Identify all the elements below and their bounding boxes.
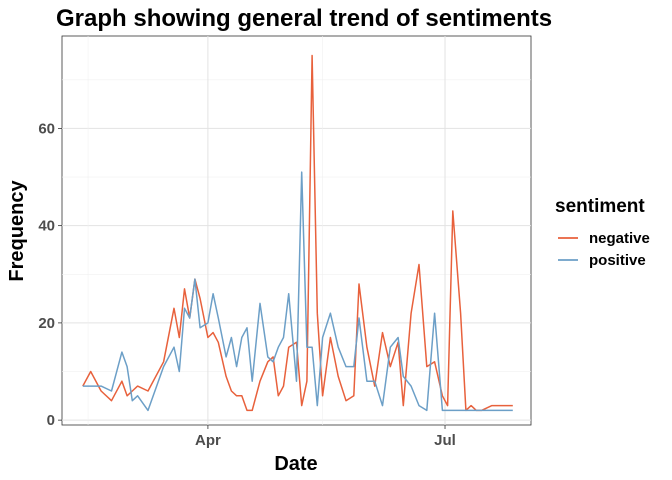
legend-title: sentiment bbox=[555, 196, 645, 217]
y-tick-label: 20 bbox=[38, 315, 55, 332]
series-line-negative bbox=[82, 54, 513, 412]
series-lines bbox=[82, 54, 513, 412]
chart-title: Graph showing general trend of sentiment… bbox=[56, 5, 552, 32]
series-line-positive bbox=[82, 171, 513, 412]
y-tick-label: 40 bbox=[38, 218, 55, 235]
x-tick-label: Apr bbox=[195, 432, 221, 449]
legend-label-negative: negative bbox=[589, 230, 650, 247]
x-axis-title: Date bbox=[274, 453, 317, 475]
x-axis-ticks: Apr Jul bbox=[195, 425, 456, 449]
legend: sentiment negative positive bbox=[555, 196, 650, 269]
y-axis-title: Frequency bbox=[6, 180, 28, 282]
legend-label-positive: positive bbox=[589, 252, 646, 269]
y-axis-ticks: 0 20 40 60 bbox=[38, 120, 62, 429]
x-tick-label: Jul bbox=[434, 432, 456, 449]
y-tick-label: 0 bbox=[47, 412, 55, 429]
y-tick-label: 60 bbox=[38, 120, 55, 137]
